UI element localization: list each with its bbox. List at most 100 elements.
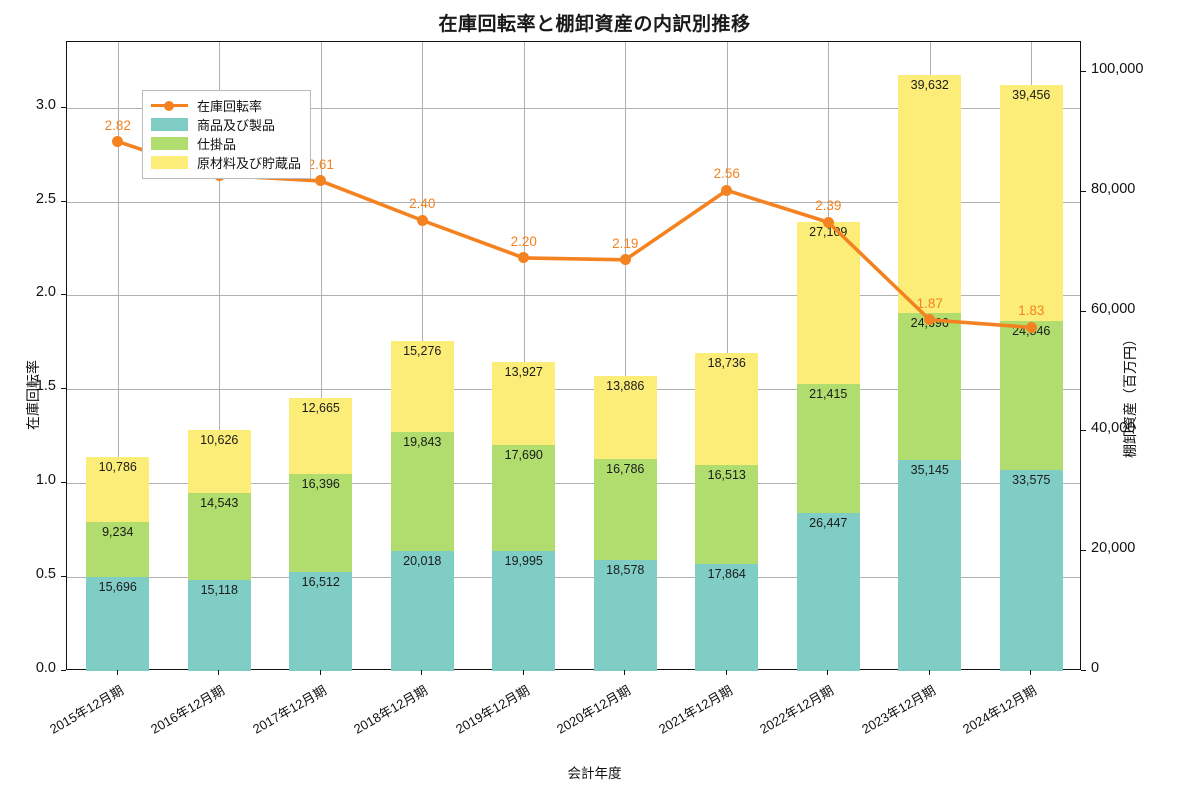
left-tick-label: 0.0 [35,660,56,676]
right-tick-label: 40,000 [1091,420,1136,437]
line-value-label: 2.82 [104,117,131,133]
x-tick-mark [725,670,727,675]
left-axis-label: 在庫回転率 [25,359,41,430]
line-data-point[interactable] [822,216,834,228]
legend-color-swatch [151,137,188,150]
bar-segment[interactable] [796,512,860,671]
line-data-point[interactable] [1025,321,1037,333]
bars-layer: 15,696 9,234 10,786 15,118 14,543 10,626 16,51… [67,42,1080,671]
x-tick-mark [827,670,829,675]
line-value-label: 2.56 [713,166,740,182]
x-tick-label: 2023年12月期 [858,682,938,737]
gridline-vertical [117,42,119,669]
gridline-horizontal [67,107,1080,109]
bar-segment[interactable] [796,384,860,513]
line-data-point[interactable] [924,314,936,326]
right-tick-mark [1081,550,1086,552]
bar-segment[interactable] [695,352,759,466]
bar-segment[interactable] [796,221,860,385]
left-tick-mark [61,388,66,390]
bar-segment[interactable] [187,580,251,671]
bar-segment[interactable] [492,361,556,446]
bar-segment[interactable] [898,312,962,461]
bar-segment[interactable] [187,493,251,581]
bar-segment[interactable] [999,84,1063,322]
legend-color-swatch [151,156,188,169]
right-tick-label: 20,000 [1091,540,1136,557]
legend-item-label: 在庫回転率 [197,99,263,114]
line-value-label: 2.19 [612,235,639,251]
x-axis-label: 会計年度 [567,766,622,781]
chart-legend[interactable]: 在庫回転率商品及び製品 仕掛品原材料及び貯蔵品 [142,90,312,179]
line-data-point[interactable] [416,214,428,226]
right-tick-mark [1081,70,1086,72]
legend-item-label: 原材料及び貯蔵品 [197,156,302,171]
legend-color-swatch [151,118,188,131]
right-tick-mark [1081,430,1086,432]
x-tick-label: 2019年12月期 [452,682,532,737]
line-value-label: 1.83 [1018,303,1045,319]
chart-title: 在庫回転率と棚卸資産の内訳別推移 [438,14,751,35]
gridline-horizontal [67,389,1080,391]
bar-segment[interactable] [593,559,657,671]
bar-segment[interactable] [390,432,454,552]
left-tick-label: 1.0 [35,472,56,489]
bar-segment[interactable] [695,563,759,671]
gridline-vertical [523,42,525,669]
bar-segment[interactable] [390,551,454,671]
bar-segment[interactable] [86,521,150,577]
x-tick-label: 2016年12月期 [148,682,228,737]
bar-segment[interactable] [289,473,353,573]
gridline-vertical [320,42,322,669]
line-data-point[interactable] [518,252,530,264]
x-tick-mark [1030,670,1032,675]
x-tick-mark [928,670,930,675]
legend-item[interactable]: 在庫回転率 [151,96,301,115]
bar-segment[interactable] [898,460,962,671]
bar-segment[interactable] [187,429,251,494]
bar-segment[interactable] [593,375,657,460]
legend-item-label: 仕掛品 [197,137,237,152]
left-tick-mark [61,200,66,202]
bar-segment[interactable] [86,576,150,671]
bar-segment[interactable] [86,457,150,522]
bar-segment[interactable] [492,445,556,552]
gridline-horizontal [67,577,1080,579]
line-value-label: 2.40 [409,196,436,212]
left-tick-mark [61,670,66,671]
bar-segment[interactable] [898,75,962,313]
right-tick-mark [1081,190,1086,192]
legend-item[interactable]: 商品及び製品 [151,115,301,134]
bar-segment[interactable] [492,551,556,671]
x-tick-label: 2024年12月期 [960,682,1040,737]
right-axis-label: 棚卸資産（百万円） [1122,331,1138,458]
gridline-horizontal [67,483,1080,485]
x-tick-label: 2015年12月期 [46,682,126,737]
bar-segment[interactable] [695,465,759,564]
gridline-horizontal [67,295,1080,297]
right-tick-label: 0 [1091,660,1100,676]
bar-segment[interactable] [289,572,353,671]
legend-item[interactable]: 原材料及び貯蔵品 [151,153,301,172]
line-data-point[interactable] [112,136,124,147]
line-value-label: 1.87 [916,295,943,311]
legend-item[interactable]: 仕掛品 [151,134,301,153]
gridline-vertical [219,42,221,669]
x-tick-label: 2020年12月期 [554,682,634,737]
gridline-vertical [625,42,627,669]
line-data-point[interactable] [315,175,327,187]
bar-segment[interactable] [390,340,454,433]
x-tick-label: 2018年12月期 [351,682,431,737]
line-data-point[interactable] [619,254,631,266]
bar-segment[interactable] [999,469,1063,671]
bar-segment[interactable] [999,321,1063,470]
right-tick-label: 80,000 [1091,180,1136,197]
right-tick-label: 100,000 [1091,60,1144,77]
bar-segment[interactable] [289,397,353,474]
legend-item-label: 商品及び製品 [197,118,276,133]
line-data-point[interactable] [721,184,733,196]
left-tick-label: 2.5 [35,190,56,207]
bar-segment[interactable] [593,459,657,560]
x-tick-mark [421,670,423,675]
